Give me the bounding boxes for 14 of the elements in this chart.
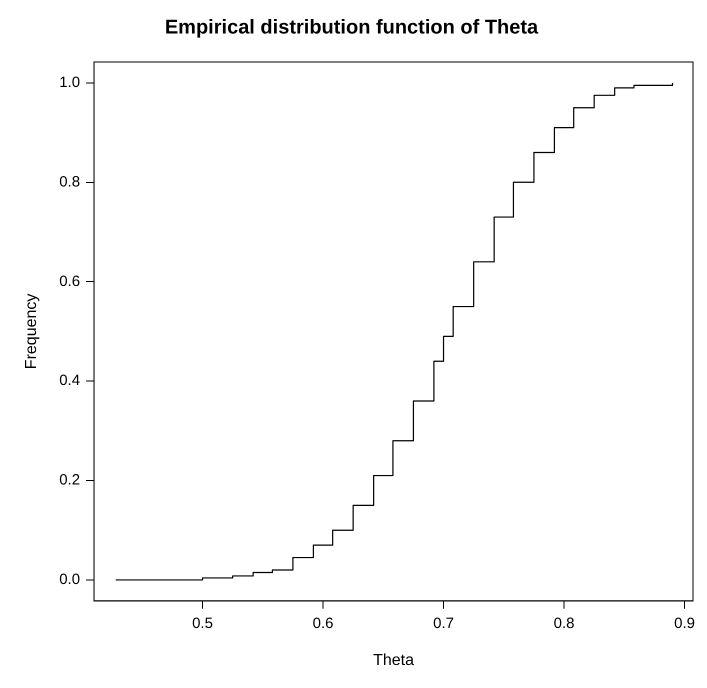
y-tick-label: 1.0	[59, 74, 80, 92]
x-tick-label: 0.7	[433, 614, 454, 632]
y-tick-label: 0.6	[59, 272, 80, 290]
y-axis-title: Frequency	[23, 294, 40, 370]
x-axis-title: Theta	[373, 652, 414, 669]
chart-title: Empirical distribution function of Theta	[164, 16, 540, 39]
y-tick-label: 0.4	[59, 372, 80, 390]
y-tick-label: 0.8	[59, 173, 80, 190]
x-tick-label: 0.5	[192, 614, 213, 632]
y-tick-label: 0.2	[59, 472, 80, 489]
x-tick-label: 0.8	[554, 614, 574, 632]
x-tick-label: 0.9	[674, 614, 695, 632]
y-tick-label: 0.0	[59, 571, 80, 588]
x-tick-label: 0.6	[312, 614, 334, 632]
